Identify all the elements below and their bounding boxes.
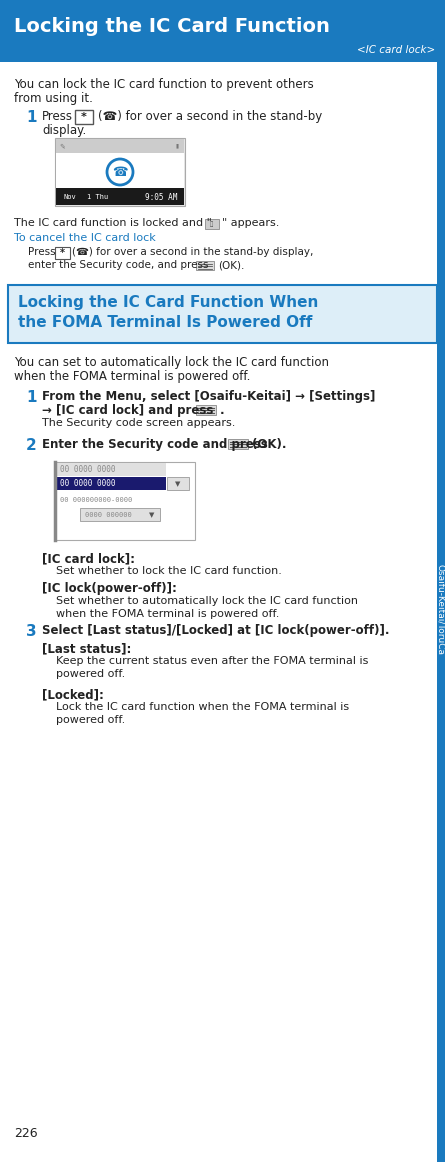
FancyBboxPatch shape	[75, 110, 93, 124]
Bar	[80, 508, 160, 521]
Bar	[56, 462, 166, 476]
FancyBboxPatch shape	[228, 439, 248, 450]
Text: Locking the IC Card Function When: Locking the IC Card Function When	[18, 295, 318, 310]
Text: when the FOMA terminal is powered off.: when the FOMA terminal is powered off.	[56, 609, 279, 619]
Text: *: *	[60, 248, 65, 258]
Text: powered off.: powered off.	[56, 715, 125, 725]
Bar	[56, 153, 184, 188]
Text: Keep the current status even after the FOMA terminal is: Keep the current status even after the F…	[56, 657, 368, 666]
Text: Nov: Nov	[63, 194, 76, 200]
Bar	[56, 476, 166, 490]
Text: To cancel the IC card lock: To cancel the IC card lock	[14, 234, 156, 243]
Text: Osaifu-Keitai/ToruCa: Osaifu-Keitai/ToruCa	[437, 565, 445, 655]
Text: From the Menu, select [Osaifu-Keitai] → [Settings]: From the Menu, select [Osaifu-Keitai] → …	[42, 390, 376, 403]
Text: the FOMA Terminal Is Powered Off: the FOMA Terminal Is Powered Off	[18, 315, 312, 330]
Text: Select [Last status]/[Locked] at [IC lock(power-off)].: Select [Last status]/[Locked] at [IC loc…	[42, 624, 389, 637]
Text: 00 000000000-0000: 00 000000000-0000	[60, 497, 132, 503]
Text: 9:05 AM: 9:05 AM	[145, 193, 177, 201]
Text: 📵: 📵	[210, 221, 213, 227]
Text: 1: 1	[26, 110, 36, 125]
Bar	[55, 462, 195, 540]
FancyBboxPatch shape	[196, 260, 214, 271]
FancyBboxPatch shape	[55, 248, 70, 259]
Bar	[167, 476, 189, 490]
Text: 226: 226	[14, 1127, 38, 1140]
Text: powered off.: powered off.	[56, 669, 125, 679]
Text: ☎: ☎	[112, 165, 128, 179]
Text: (OK).: (OK).	[218, 260, 244, 270]
Bar	[55, 138, 185, 206]
Text: " appears.: " appears.	[222, 218, 279, 228]
Text: You can lock the IC card function to prevent others: You can lock the IC card function to pre…	[14, 78, 314, 91]
Text: ▼: ▼	[150, 512, 155, 518]
Bar	[56, 188, 184, 205]
Text: ▮: ▮	[176, 143, 179, 149]
Text: .: .	[220, 404, 225, 417]
Text: Lock the IC card function when the FOMA terminal is: Lock the IC card function when the FOMA …	[56, 702, 349, 712]
Text: Set whether to lock the IC card function.: Set whether to lock the IC card function…	[56, 566, 282, 576]
Text: when the FOMA terminal is powered off.: when the FOMA terminal is powered off.	[14, 370, 251, 383]
Text: 00 0000 0000: 00 0000 0000	[60, 466, 116, 474]
Text: (☎) for over a second in the stand-by: (☎) for over a second in the stand-by	[98, 110, 322, 123]
Text: ▼: ▼	[175, 481, 181, 487]
Text: 00 0000 0000: 00 0000 0000	[60, 480, 116, 488]
Text: Press: Press	[28, 248, 56, 257]
Text: ✎: ✎	[59, 143, 65, 149]
Text: Press: Press	[42, 110, 73, 123]
Text: enter the Security code, and press: enter the Security code, and press	[28, 260, 209, 270]
Text: 1: 1	[26, 390, 36, 406]
Text: 0000 000000: 0000 000000	[85, 512, 132, 518]
FancyBboxPatch shape	[196, 404, 216, 415]
Text: Enter the Security code and press: Enter the Security code and press	[42, 438, 268, 451]
Text: Locking the IC Card Function: Locking the IC Card Function	[14, 16, 330, 36]
FancyBboxPatch shape	[8, 285, 437, 343]
Text: from using it.: from using it.	[14, 92, 93, 105]
Bar	[437, 0, 445, 1162]
Text: *: *	[81, 112, 87, 122]
Text: display.: display.	[42, 124, 86, 137]
Text: (OK).: (OK).	[252, 438, 287, 451]
Text: [Locked]:: [Locked]:	[42, 688, 104, 701]
Text: 3: 3	[26, 624, 36, 639]
Text: [Last status]:: [Last status]:	[42, 641, 131, 655]
Text: The IC card function is locked and ": The IC card function is locked and "	[14, 218, 212, 228]
Bar	[56, 139, 184, 153]
Text: [IC lock(power-off)]:: [IC lock(power-off)]:	[42, 582, 177, 595]
Text: [IC card lock]:: [IC card lock]:	[42, 552, 135, 565]
Circle shape	[107, 159, 133, 185]
Text: You can set to automatically lock the IC card function: You can set to automatically lock the IC…	[14, 356, 329, 370]
Text: (☎) for over a second in the stand-by display,: (☎) for over a second in the stand-by di…	[72, 248, 313, 257]
Text: 1 Thu: 1 Thu	[87, 194, 108, 200]
Text: Set whether to automatically lock the IC card function: Set whether to automatically lock the IC…	[56, 596, 358, 607]
Text: The Security code screen appears.: The Security code screen appears.	[42, 418, 235, 428]
Bar	[0, 0, 445, 62]
FancyBboxPatch shape	[205, 218, 218, 229]
Text: → [IC card lock] and press: → [IC card lock] and press	[42, 404, 213, 417]
Text: 2: 2	[26, 438, 37, 453]
Text: <IC card lock>: <IC card lock>	[357, 45, 435, 55]
